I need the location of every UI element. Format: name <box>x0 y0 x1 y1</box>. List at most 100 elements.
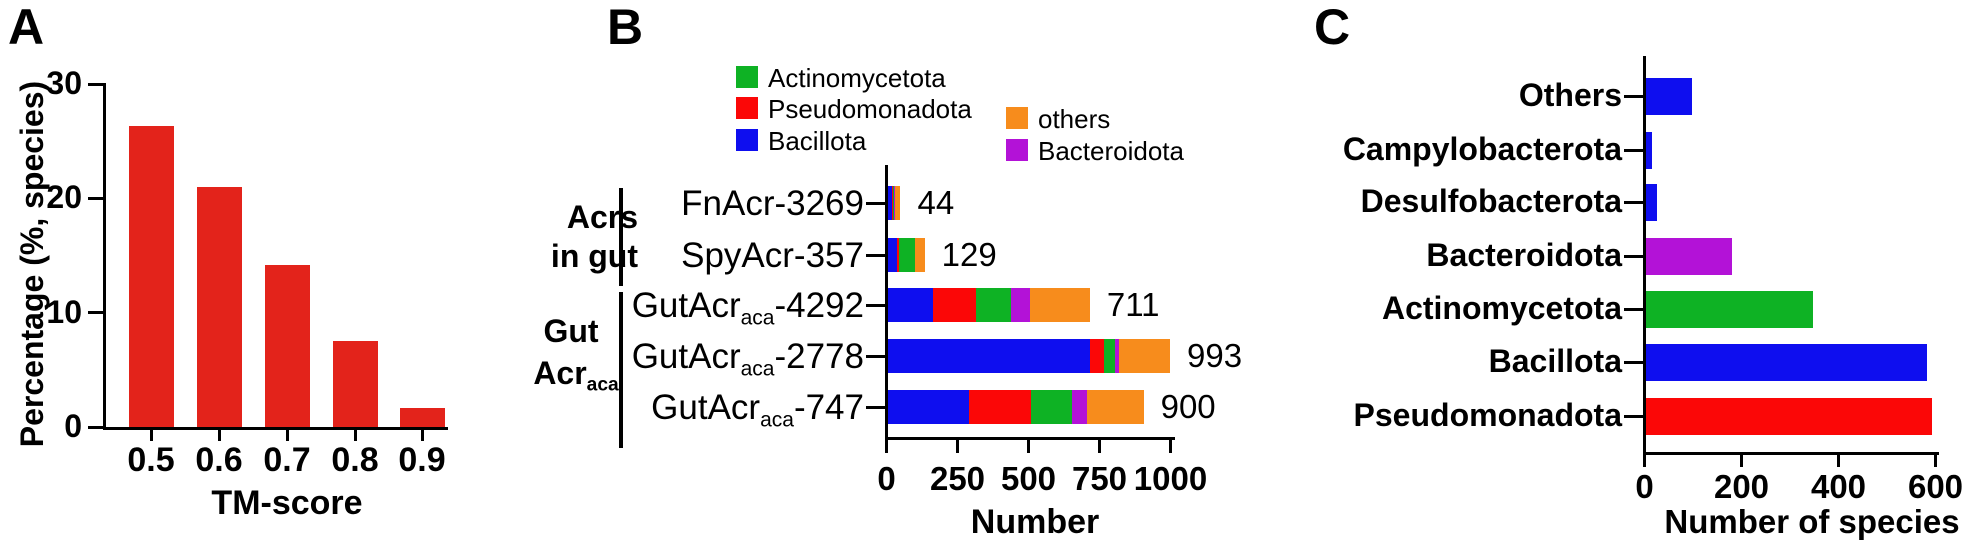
c-bar-3 <box>1646 237 1732 275</box>
c-row-tick-4 <box>1624 307 1643 311</box>
b-legend-swatch-pseudomonadota <box>736 97 758 119</box>
b-row-0-seg-pseudomonadota <box>892 186 894 220</box>
b-row-2-seg-others <box>1030 288 1090 322</box>
a-bar-0.6 <box>196 186 242 427</box>
b-row-2-seg-bacillota <box>888 288 934 322</box>
b-xtick-mark-0 <box>885 437 888 453</box>
b-row-value-2: 711 <box>1106 286 1160 323</box>
b-row-2-seg-actinomycetota <box>976 288 1011 322</box>
c-cat-label-2: Desulfobacterota <box>1360 183 1622 219</box>
c-row-tick-1 <box>1624 148 1643 152</box>
a-bar-0.7 <box>264 264 310 427</box>
a-bar-0.8 <box>332 341 378 427</box>
a-ytick-mark-10 <box>88 311 104 315</box>
b-xtick-label-750: 750 <box>1071 460 1128 497</box>
b-row-0-seg-bacteroidota <box>894 186 896 220</box>
panel-a-y-axis-title: Percentage (%, species) <box>14 80 50 448</box>
c-cat-label-6: Pseudomonadota <box>1353 397 1622 433</box>
b-row-label-2: GutAcraca-4292 <box>631 286 864 330</box>
panel-a-y-axis-line <box>103 83 106 430</box>
a-xtick-mark-0.5 <box>149 427 153 441</box>
b-row-tick-4 <box>866 405 885 409</box>
a-xtick-label-0.7: 0.7 <box>263 441 311 479</box>
b-xtick-label-0: 0 <box>877 460 896 497</box>
b-row-value-3: 993 <box>1187 337 1243 374</box>
b-row-label-4: GutAcraca-747 <box>651 388 864 432</box>
panel-a-letter: A <box>8 0 45 55</box>
b-row-3-seg-actinomycetota <box>1103 339 1115 373</box>
c-bar-5 <box>1646 343 1928 381</box>
b-legend-swatch-actinomycetota <box>736 66 758 88</box>
a-xtick-label-0.9: 0.9 <box>398 441 446 479</box>
panel-b-letter: B <box>607 0 644 55</box>
c-bar-1 <box>1646 131 1652 169</box>
panel-c-x-axis-line <box>1643 452 1939 455</box>
a-xtick-mark-0.6 <box>217 427 221 441</box>
b-xtick-label-1000: 1000 <box>1133 460 1208 497</box>
b-row-1-seg-bacillota <box>888 238 897 272</box>
b-row-4-seg-bacteroidota <box>1072 390 1088 424</box>
b-xtick-mark-750 <box>1098 437 1101 453</box>
a-xtick-mark-0.8 <box>353 427 357 441</box>
c-cat-label-1: Campylobacterota <box>1342 131 1622 167</box>
a-xtick-mark-0.7 <box>285 427 289 441</box>
c-xtick-mark-0 <box>1643 452 1646 467</box>
b-legend-label-bacteroidota: Bacteroidota <box>1038 136 1184 166</box>
c-row-tick-3 <box>1624 254 1643 258</box>
panel-b-x-axis-title: Number <box>970 503 1100 541</box>
c-bar-4 <box>1646 290 1814 328</box>
a-ytick-label-0: 0 <box>64 408 82 444</box>
c-xtick-label-600: 600 <box>1907 468 1964 505</box>
b-row-tick-1 <box>866 253 885 257</box>
b-legend-label-actinomycetota: Actinomycetota <box>768 63 946 93</box>
b-row-value-4: 900 <box>1160 388 1216 425</box>
c-cat-label-0: Others <box>1518 77 1622 113</box>
b-row-tick-3 <box>866 354 885 358</box>
b-row-1-seg-others <box>915 238 925 272</box>
b-row-3-seg-bacteroidota <box>1114 339 1119 373</box>
b-row-3-seg-bacillota <box>888 339 1090 373</box>
panel-b-y-axis-line <box>885 165 888 440</box>
b-row-tick-2 <box>866 303 885 307</box>
panel-b-group-label-gut: Gut <box>543 313 599 349</box>
b-xtick-mark-500 <box>1027 437 1030 453</box>
c-xtick-label-0: 0 <box>1635 468 1654 505</box>
b-row-3-seg-others <box>1118 339 1170 373</box>
c-row-tick-0 <box>1624 94 1643 98</box>
a-xtick-label-0.8: 0.8 <box>331 441 379 479</box>
b-row-2-seg-pseudomonadota <box>933 288 977 322</box>
b-row-2-seg-bacteroidota <box>1010 288 1031 322</box>
c-xtick-label-400: 400 <box>1810 468 1867 505</box>
b-legend-label-pseudomonadota: Pseudomonadota <box>768 94 972 124</box>
b-row-4-seg-pseudomonadota <box>968 390 1031 424</box>
panel-c-y-axis-line <box>1643 56 1646 455</box>
c-xtick-mark-400 <box>1837 452 1840 467</box>
panel-b-group-label-acrs: Acrs <box>566 199 638 235</box>
c-bar-2 <box>1646 183 1657 221</box>
c-bar-6 <box>1646 397 1933 435</box>
c-xtick-label-200: 200 <box>1713 468 1770 505</box>
b-row-4-seg-others <box>1087 390 1144 424</box>
b-row-0-seg-actinomycetota <box>893 186 895 220</box>
panel-a-x-axis-line <box>103 427 448 430</box>
c-row-tick-5 <box>1624 360 1643 364</box>
panel-b-group-label-in-gut: in gut <box>550 238 638 274</box>
c-cat-label-3: Bacteroidota <box>1426 237 1622 273</box>
b-row-value-1: 129 <box>941 236 997 273</box>
b-legend-label-bacillota: Bacillota <box>768 126 867 156</box>
a-ytick-label-10: 10 <box>46 293 82 330</box>
c-row-tick-6 <box>1624 414 1643 418</box>
c-cat-label-4: Actinomycetota <box>1381 290 1622 326</box>
a-ytick-mark-0 <box>88 425 104 429</box>
panel-a-x-axis-title: TM-score <box>211 484 363 522</box>
b-row-4-seg-actinomycetota <box>1030 390 1073 424</box>
b-legend-label-others: others <box>1038 104 1111 134</box>
c-row-tick-2 <box>1624 200 1643 204</box>
b-legend-swatch-others <box>1006 107 1028 129</box>
a-bar-0.9 <box>399 407 445 427</box>
b-row-label-1: SpyAcr-357 <box>681 236 864 275</box>
b-row-value-0: 44 <box>917 184 955 221</box>
b-row-4-seg-bacillota <box>888 390 969 424</box>
panel-b-group-bracket-acrs-in-gut <box>619 188 623 286</box>
b-row-0-seg-others <box>895 186 901 220</box>
